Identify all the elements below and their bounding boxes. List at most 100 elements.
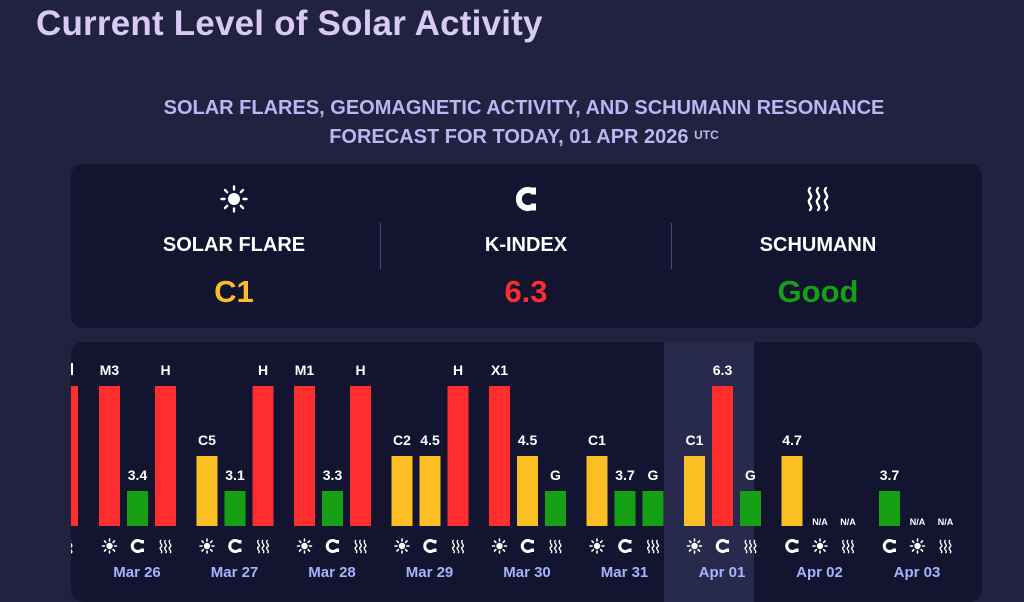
bar-label-na: N/A (840, 517, 856, 527)
sun-ray (209, 548, 213, 552)
bar-label-na: N/A (910, 517, 926, 527)
divider (671, 223, 672, 269)
date-label: Mar 30 (503, 564, 551, 581)
bar-flare (489, 386, 510, 526)
day-group: 4.7 N/A N/A Apr 02 (781, 432, 856, 581)
day-group: 3.7 N/A N/A Apr 03 (879, 467, 954, 581)
solar-flare-value: C1 (214, 274, 254, 309)
magnet-body (520, 539, 533, 553)
sun-ray (404, 548, 408, 552)
sun-ray (209, 540, 213, 544)
date-label: Mar 29 (406, 564, 454, 581)
wave-line (451, 539, 456, 554)
sun-ray (822, 540, 826, 544)
date-label: Apr 02 (796, 564, 843, 581)
wave-line (553, 539, 558, 554)
sun-core (691, 542, 698, 550)
magnet-body (130, 539, 143, 553)
today-highlight (664, 342, 754, 602)
bar-label: M3 (100, 362, 120, 378)
sun-core (398, 542, 406, 550)
wave-line (363, 539, 367, 554)
magnet-icon (228, 539, 242, 553)
history-chart-card: M3 3.4 H Mar 26 C5 3.1 H Mar 27 M1 3.3 H Mar 28 C2 4.… (71, 342, 982, 602)
magnet-body (618, 539, 631, 553)
waves-icon (159, 539, 172, 554)
wave-line (265, 539, 270, 554)
magnet-pole (628, 540, 632, 544)
magnet-pole (726, 548, 729, 552)
sun-ray (920, 548, 924, 552)
sun-ray (201, 540, 205, 544)
bar-k (224, 491, 246, 526)
sun-ray (822, 548, 826, 552)
wave-line (256, 539, 261, 554)
sun-core (914, 542, 921, 550)
bar-label: 4.5 (518, 432, 538, 448)
solar-flare-metric: SOLAR FLARE C1 (89, 164, 379, 328)
sun-ray (920, 540, 924, 544)
bar-schumann (740, 491, 761, 526)
waves-icon (841, 539, 855, 554)
k-index-label: K-INDEX (484, 234, 568, 256)
day-group: C5 3.1 H Mar 27 (196, 362, 274, 581)
subtitle-date: FORECAST FOR TODAY, 01 APR 2026 (329, 126, 689, 148)
day-group: C2 4.5 H Mar 29 (391, 362, 469, 581)
wave-line (748, 539, 753, 554)
magnet-pole (795, 548, 799, 552)
magnet-body (715, 539, 728, 553)
sun-ray (298, 540, 302, 544)
bar-label: 6.3 (713, 362, 733, 378)
bar-label: C2 (393, 432, 411, 448)
k-index-metric: K-INDEX 6.3 (381, 164, 671, 328)
sun-ray (396, 540, 400, 544)
magnet-icon (715, 539, 729, 553)
bar-label-na: N/A (812, 517, 828, 527)
date-label: Mar 26 (113, 564, 161, 581)
sun-ray (112, 548, 116, 552)
wave-line (168, 539, 172, 554)
magnet-pole (726, 540, 729, 544)
sun-icon (89, 184, 379, 214)
bar-label: G (745, 467, 756, 483)
bar-label: H (453, 362, 463, 378)
sun-icon (686, 538, 703, 554)
solar-flare-label: SOLAR FLARE (162, 234, 306, 256)
sun-ray (307, 548, 311, 552)
wave-line (71, 540, 73, 554)
sun-ray (298, 548, 302, 552)
bar-label: C1 (588, 432, 606, 448)
magnet-pole (238, 548, 242, 552)
sun-core (496, 542, 503, 550)
magnet-pole (893, 548, 896, 552)
bar-flare (99, 386, 120, 526)
magnet-pole (531, 540, 534, 544)
waves-icon (744, 539, 757, 554)
magnet-icon (381, 184, 671, 214)
magnet-body (785, 539, 798, 553)
bar-k (879, 491, 900, 526)
sun-core (203, 542, 211, 550)
schumann-label: SCHUMANN (759, 234, 877, 256)
wave-line (744, 539, 748, 554)
bar-label: 3.4 (128, 467, 148, 483)
partial-bar-label (71, 363, 73, 375)
day-group: X1 4.5 G Mar 30 (489, 362, 566, 581)
bar-label: H (258, 362, 268, 378)
waves-icon (451, 539, 465, 554)
sun-core (301, 542, 308, 550)
wave-line (163, 539, 168, 554)
date-label: Mar 28 (308, 564, 356, 581)
wave-line (646, 539, 651, 554)
sun-icon (812, 538, 828, 554)
bar-flare (586, 456, 608, 526)
sun-icon (394, 538, 410, 554)
wave-line (261, 539, 265, 554)
magnet-icon (785, 539, 799, 553)
sun-ray (599, 548, 603, 552)
bar-label: 3.7 (615, 467, 635, 483)
sun-icon (491, 538, 508, 554)
wave-line (651, 539, 655, 554)
sun-core (106, 542, 113, 550)
subtitle-line-1: SOLAR FLARES, GEOMAGNETIC ACTIVITY, AND … (163, 97, 885, 119)
